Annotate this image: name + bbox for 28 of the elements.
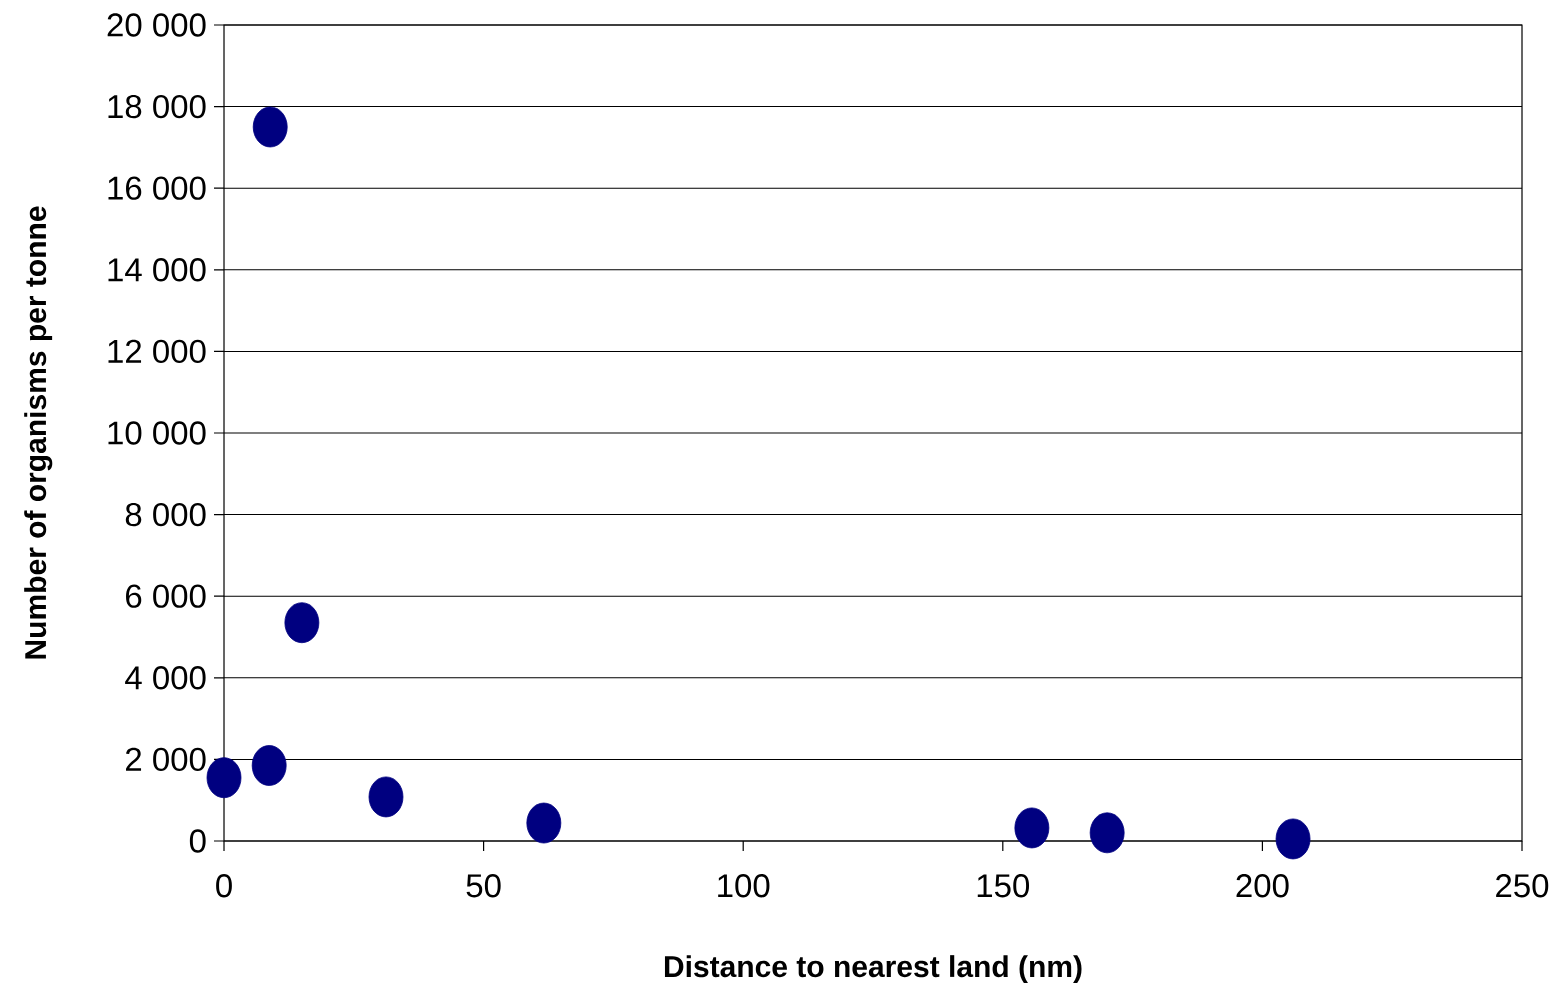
x-tick-label: 250: [1496, 874, 1549, 898]
y-tick-label: 18 000: [108, 94, 206, 119]
point: [284, 602, 320, 644]
point: [526, 802, 562, 844]
y-tick-label: 2 000: [126, 747, 206, 772]
x-tick-label: 0: [216, 874, 232, 898]
y-tick-label: 6 000: [126, 584, 206, 608]
y-tick-label: 12 000: [108, 339, 206, 364]
point: [206, 757, 242, 799]
x-tick-label: 200: [1236, 874, 1289, 898]
x-tick-label: 100: [718, 874, 770, 898]
point: [1014, 807, 1050, 849]
x-tick-label: 50: [466, 874, 501, 898]
point: [1089, 812, 1125, 854]
point: [251, 745, 287, 786]
x-tick-label: 150: [977, 874, 1030, 898]
y-tick-label: 8 000: [125, 502, 206, 527]
y-axis-title: Number of organisms per tonne: [24, 206, 53, 659]
y-tick-label: 14 000: [108, 258, 206, 282]
point: [368, 776, 404, 818]
y-tick-label: 20 000: [107, 13, 206, 37]
x-axis-title: Distance to nearest land (nm): [664, 955, 1082, 984]
point: [252, 106, 288, 148]
point: [1275, 818, 1311, 860]
y-tick-label: 0: [189, 829, 206, 853]
y-tick-label: 10 000: [108, 421, 206, 445]
y-tick-label: 16 000: [108, 176, 206, 200]
y-tick-label: 4 000: [125, 666, 206, 690]
